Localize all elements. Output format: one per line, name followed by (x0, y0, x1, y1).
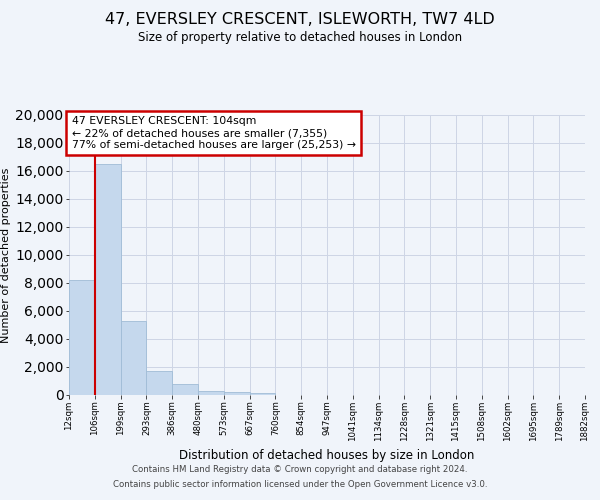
Bar (146, 370, 172, 395)
Bar (224, 392, 250, 395)
Text: Contains public sector information licensed under the Open Government Licence v3: Contains public sector information licen… (113, 480, 487, 489)
Bar (121, 321, 146, 395)
Bar (69, 280, 95, 395)
X-axis label: Distribution of detached houses by size in London: Distribution of detached houses by size … (179, 450, 475, 462)
Bar (172, 384, 198, 395)
Bar (95, 164, 121, 395)
Text: Size of property relative to detached houses in London: Size of property relative to detached ho… (138, 31, 462, 44)
Text: 47 EVERSLEY CRESCENT: 104sqm
← 22% of detached houses are smaller (7,355)
77% of: 47 EVERSLEY CRESCENT: 104sqm ← 22% of de… (71, 116, 356, 150)
Text: Contains HM Land Registry data © Crown copyright and database right 2024.: Contains HM Land Registry data © Crown c… (132, 465, 468, 474)
Text: 47, EVERSLEY CRESCENT, ISLEWORTH, TW7 4LD: 47, EVERSLEY CRESCENT, ISLEWORTH, TW7 4L… (105, 12, 495, 28)
Bar (250, 393, 275, 395)
Y-axis label: Number of detached properties: Number of detached properties (1, 168, 11, 342)
Bar (198, 391, 224, 395)
